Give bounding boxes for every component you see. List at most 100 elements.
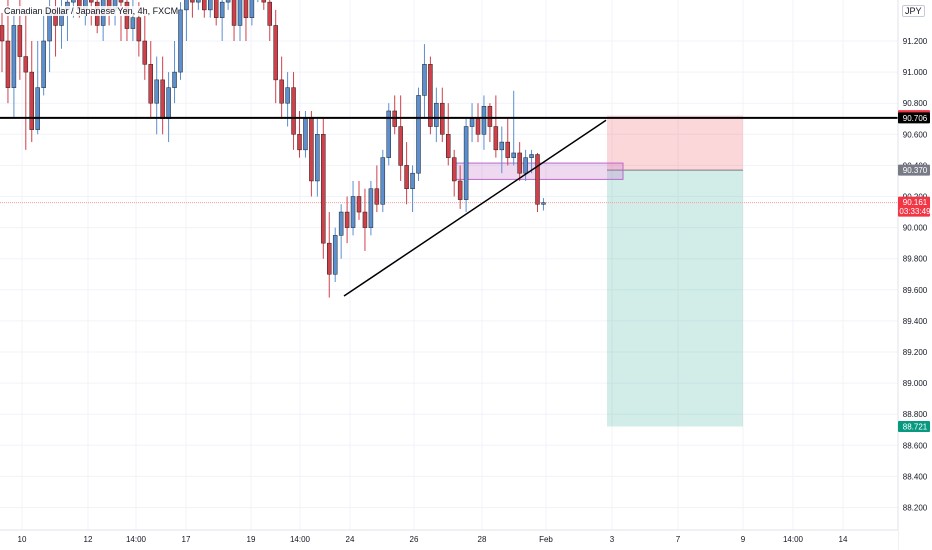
candle-body [332,235,338,275]
candle-body [23,56,29,73]
candle-body [130,17,136,29]
candle-body [493,126,499,151]
candle-body [71,0,76,3]
time-tick-label: 10 [18,535,27,544]
time-tick-label: 14:00 [290,535,311,544]
candle-body [523,157,528,174]
candle-body [428,64,433,127]
candle-body [451,157,457,182]
take-profit-zone [607,170,743,427]
candle-body [535,154,540,205]
price-tick-label: 89.400 [903,317,928,326]
candle-body [190,0,195,3]
price-tick-label: 88.600 [903,441,928,450]
countdown-text: 03:33:49 [899,207,931,216]
candle-body [261,0,267,3]
time-tick-label: 14 [839,535,848,544]
price-tick-label: 90.000 [903,224,928,233]
candle-body [511,152,516,158]
candle-body [315,134,320,182]
price-tick-label: 89.600 [903,286,928,295]
candle-body [446,134,451,158]
candle-body [154,79,159,104]
candle-body [213,0,219,18]
candle-body [142,40,148,65]
candle-body [386,110,391,158]
candle-body [273,25,278,81]
price-badge-entry [898,164,930,176]
candle-body [11,25,17,88]
candle-body [327,242,332,275]
price-badge-text: 90.161 [903,198,928,207]
candle-body [136,17,142,42]
candle-body [505,141,510,158]
candle-body [469,118,475,127]
candle-body [368,188,374,228]
candle-body [0,25,5,42]
candle-body [249,0,255,18]
price-axis[interactable]: 91.20091.00090.80090.60090.40090.20090.0… [897,0,932,550]
price-tick-label: 88.200 [903,504,928,513]
price-axis-bg [898,0,932,550]
candle-body [148,64,153,104]
candle-body [29,71,34,130]
candle-body [541,202,546,205]
candle-body [267,1,272,26]
candle-body [208,0,213,11]
candle-body [5,40,11,88]
time-axis[interactable]: 10 12 14:00 17 19 14:00 24 26 28 Feb 3 7 9 14:00 14 [0,529,898,550]
candle-body [243,0,249,18]
lines [0,116,898,297]
candle-body [172,71,177,88]
price-tick-label: 90.600 [903,130,928,139]
price-badge-text: 88.721 [903,422,928,431]
stop-loss-zone [607,115,743,171]
candle-body [529,154,534,158]
candle-body [166,87,171,120]
candles [0,0,546,298]
time-tick-label: 7 [676,535,681,544]
candle-body [434,102,439,127]
candle-body [89,0,94,3]
time-tick-label: 28 [478,535,487,544]
time-tick-label: 14:00 [783,535,804,544]
drawings [0,115,898,427]
candle-body [380,157,386,205]
grid [0,0,898,530]
price-tick-label: 91.000 [903,68,928,77]
price-tick-label: 88.800 [903,410,928,419]
candle-body [475,118,481,135]
candle-body [422,64,427,96]
time-tick-label: 12 [84,535,93,544]
candle-body [338,211,344,236]
symbol-title[interactable]: Canadian Dollar / Japanese Yen, 4h, FXCM [4,6,179,16]
time-tick-label: 17 [182,535,191,544]
candle-body [457,180,463,200]
candle-body [356,196,362,213]
candle-body [202,0,207,11]
candle-body [398,126,403,166]
candle-body [362,211,368,228]
price-tick-label: 89.200 [903,348,928,357]
candle-body [219,1,225,18]
price-tick-label: 90.800 [903,99,928,108]
candle-body [499,141,505,151]
price-badge-text: 90.706 [903,114,928,123]
candle-body [118,0,124,3]
price-badge-line [898,112,930,124]
candle-body [184,0,189,11]
price-tick-label: 91.200 [903,37,928,46]
candle-body [196,0,201,3]
candle-body [321,134,326,244]
candle-body [237,0,243,26]
candle-body [463,126,469,200]
candle-body [404,165,409,189]
time-tick-label: 14:00 [126,535,147,544]
time-tick-label: 9 [741,535,746,544]
candle-body [374,188,380,205]
candle-body [279,79,284,104]
time-tick-label: 24 [346,535,355,544]
currency-badge[interactable]: JPY [902,5,925,17]
